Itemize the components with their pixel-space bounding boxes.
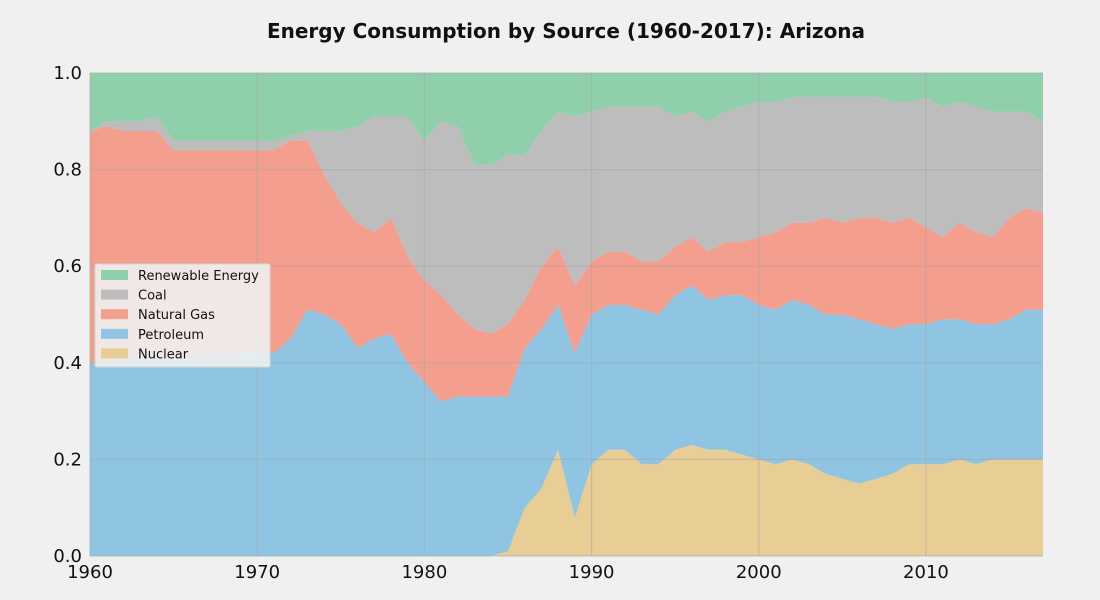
chart-title: Energy Consumption by Source (1960-2017)… bbox=[267, 19, 865, 43]
legend-swatch-renewable-energy bbox=[101, 270, 128, 280]
legend-label-petroleum: Petroleum bbox=[138, 328, 204, 343]
area-petroleum bbox=[90, 285, 1043, 556]
x-tick-label: 2010 bbox=[903, 562, 949, 583]
area-coal bbox=[90, 97, 1043, 334]
y-tick-label: 0.6 bbox=[53, 256, 82, 277]
legend-swatch-nuclear bbox=[101, 348, 128, 359]
legend-box bbox=[94, 263, 271, 368]
y-axis-ticks: 0.0 0.2 0.4 0.6 0.8 1.0 bbox=[53, 63, 82, 567]
area-series-group bbox=[90, 73, 1043, 556]
legend-label-natural-gas: Natural Gas bbox=[138, 308, 215, 323]
x-tick-label: 1960 bbox=[67, 562, 113, 583]
area-natural-gas bbox=[90, 126, 1043, 402]
area-renewable-energy bbox=[90, 73, 1043, 165]
y-tick-label: 0.4 bbox=[53, 353, 82, 374]
legend-swatch-natural-gas bbox=[101, 309, 128, 320]
x-tick-label: 1970 bbox=[234, 562, 280, 583]
x-tick-label: 2000 bbox=[736, 562, 782, 583]
x-tick-label: 1980 bbox=[401, 562, 447, 583]
area-nuclear bbox=[90, 444, 1043, 556]
legend-label-coal: Coal bbox=[138, 289, 167, 304]
legend-swatch-coal bbox=[101, 289, 128, 300]
y-tick-label: 0.0 bbox=[53, 546, 82, 567]
legend-label-nuclear: Nuclear bbox=[138, 347, 189, 362]
y-tick-label: 0.8 bbox=[53, 160, 82, 181]
legend: Renewable Energy Coal Natural Gas Petroleum… bbox=[94, 263, 271, 368]
x-tick-label: 1990 bbox=[569, 562, 615, 583]
y-tick-label: 0.2 bbox=[53, 449, 82, 470]
y-tick-label: 1.0 bbox=[53, 63, 82, 84]
x-axis-ticks: 1960 1970 1980 1990 2000 2010 bbox=[67, 562, 949, 583]
legend-label-renewable-energy: Renewable Energy bbox=[138, 269, 259, 284]
legend-swatch-petroleum bbox=[101, 328, 128, 339]
